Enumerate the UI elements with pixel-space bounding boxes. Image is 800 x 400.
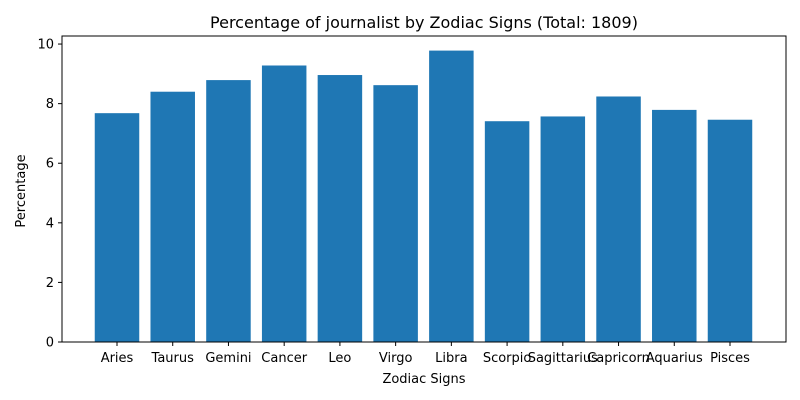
bar-taurus [150,91,195,342]
y-tick-label: 10 [37,38,54,53]
y-tick-label: 2 [46,276,54,291]
bar-scorpio [484,121,530,343]
x-tick-label: Taurus [151,351,195,366]
chart-title: Percentage of journalist by Zodiac Signs… [210,13,638,32]
plot-frame [61,35,787,343]
x-axis: Aries Taurus Gemini Cancer Leo Virgo Libra Scor… [101,342,750,366]
x-tick-label: Sagittarius [528,351,598,366]
x-tick-label: Capricorn [587,351,650,366]
x-tick-label: Pisces [710,351,750,366]
bar-libra [429,50,474,343]
x-tick-label: Gemini [205,351,251,366]
x-tick-label: Aries [101,351,134,366]
x-tick-label: Cancer [261,351,307,366]
bar-aries [94,113,140,342]
x-tick-label: Libra [435,351,467,366]
bar-aquarius [652,109,697,343]
x-tick-label: Scorpio [483,351,532,366]
x-axis-label: Zodiac Signs [382,372,465,387]
bar-sagittarius [540,116,586,342]
y-tick-label: 4 [46,216,54,231]
y-tick-label: 6 [46,157,54,172]
x-tick-label: Aquarius [646,351,703,366]
bar-leo [317,75,363,342]
y-axis: 0 2 4 6 8 10 [37,38,62,351]
y-tick-label: 8 [46,97,54,112]
bar-cancer [261,65,307,343]
bar-gemini [206,80,251,342]
bar-capricorn [596,96,641,342]
bars [94,50,753,343]
x-tick-label: Leo [328,351,351,366]
y-axis-label: Percentage [14,154,29,227]
bar-virgo [373,85,418,343]
x-tick-label: Virgo [379,351,413,366]
y-tick-label: 0 [46,336,54,351]
bar-pisces [707,119,753,343]
